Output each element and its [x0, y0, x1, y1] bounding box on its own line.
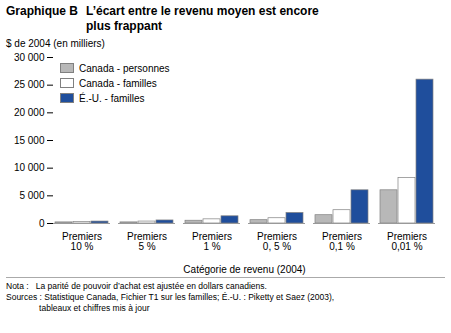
svg-text:30 000: 30 000 [14, 52, 45, 63]
svg-text:Premiers5 %: Premiers5 % [127, 231, 167, 252]
svg-text:15 000: 15 000 [14, 135, 45, 146]
html-text:$ de 2004 (en milliers): $ de 2004 (en milliers) [6, 38, 105, 49]
svg-text:Catégorie de revenu (2004): Catégorie de revenu (2004) [183, 264, 305, 275]
svg-text:Premiers0,01 %: Premiers0,01 % [387, 231, 427, 252]
svg-text:Premiers0, 5 %: Premiers0, 5 % [257, 231, 297, 252]
svg-text:Premiers0,1 %: Premiers0,1 % [322, 231, 362, 252]
html-text:Nota : La parité de pouvoir d’: Nota : La parité de pouvoir d’achat est … [6, 281, 335, 313]
svg-text:25 000: 25 000 [14, 79, 45, 90]
html-text:Canada - personnes: Canada - personnes [79, 63, 170, 74]
html-text:L’écart entre le revenu moyen: L’écart entre le revenu moyen est encore… [86, 4, 319, 33]
svg-text:5 000: 5 000 [19, 190, 44, 201]
svg-text:10 000: 10 000 [14, 162, 45, 173]
svg-text:20 000: 20 000 [14, 107, 45, 118]
svg-text:0: 0 [39, 218, 45, 229]
html-text:Canada - familles: Canada - familles [79, 78, 157, 89]
html-text:Graphique B: Graphique B [6, 4, 78, 18]
svg-text:Premiers1 %: Premiers1 % [192, 231, 232, 252]
html-text:É.-U. - familles: É.-U. - familles [79, 93, 145, 104]
svg-text:Premiers10 %: Premiers10 % [62, 231, 102, 252]
